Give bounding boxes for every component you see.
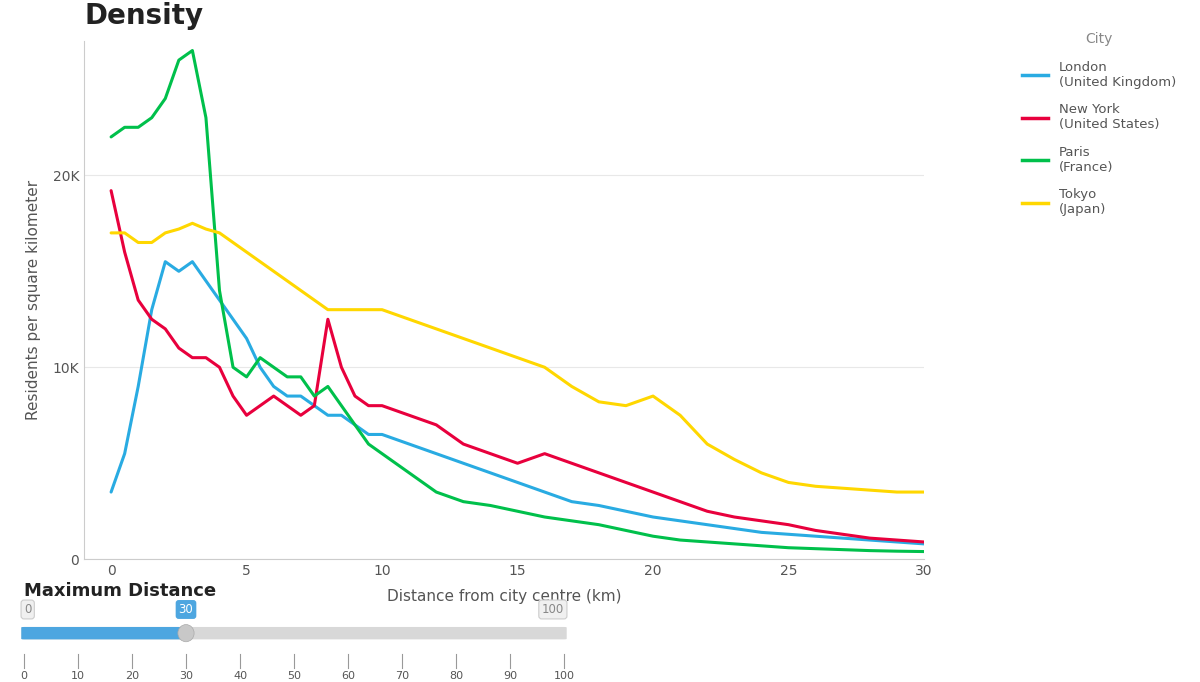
Text: 90: 90 <box>503 671 517 681</box>
FancyBboxPatch shape <box>22 627 566 640</box>
Text: 30: 30 <box>179 671 193 681</box>
Text: 20: 20 <box>125 671 139 681</box>
Text: 0: 0 <box>20 671 28 681</box>
Text: 30: 30 <box>179 603 193 616</box>
Text: 50: 50 <box>287 671 301 681</box>
Y-axis label: Residents per square kilometer: Residents per square kilometer <box>26 180 42 420</box>
Text: 60: 60 <box>341 671 355 681</box>
Text: 10: 10 <box>71 671 85 681</box>
X-axis label: Distance from city centre (km): Distance from city centre (km) <box>386 589 622 604</box>
Text: 100: 100 <box>541 603 564 616</box>
FancyBboxPatch shape <box>22 627 188 640</box>
Legend: London
(United Kingdom), New York
(United States), Paris
(France), Tokyo
(Japan): London (United Kingdom), New York (Unite… <box>1016 27 1182 222</box>
Text: Maximum Distance: Maximum Distance <box>24 582 216 599</box>
Text: 100: 100 <box>553 671 575 681</box>
Ellipse shape <box>178 625 194 642</box>
Text: 40: 40 <box>233 671 247 681</box>
Text: Density: Density <box>84 2 203 30</box>
Text: 0: 0 <box>24 603 31 616</box>
Text: 80: 80 <box>449 671 463 681</box>
Text: 70: 70 <box>395 671 409 681</box>
